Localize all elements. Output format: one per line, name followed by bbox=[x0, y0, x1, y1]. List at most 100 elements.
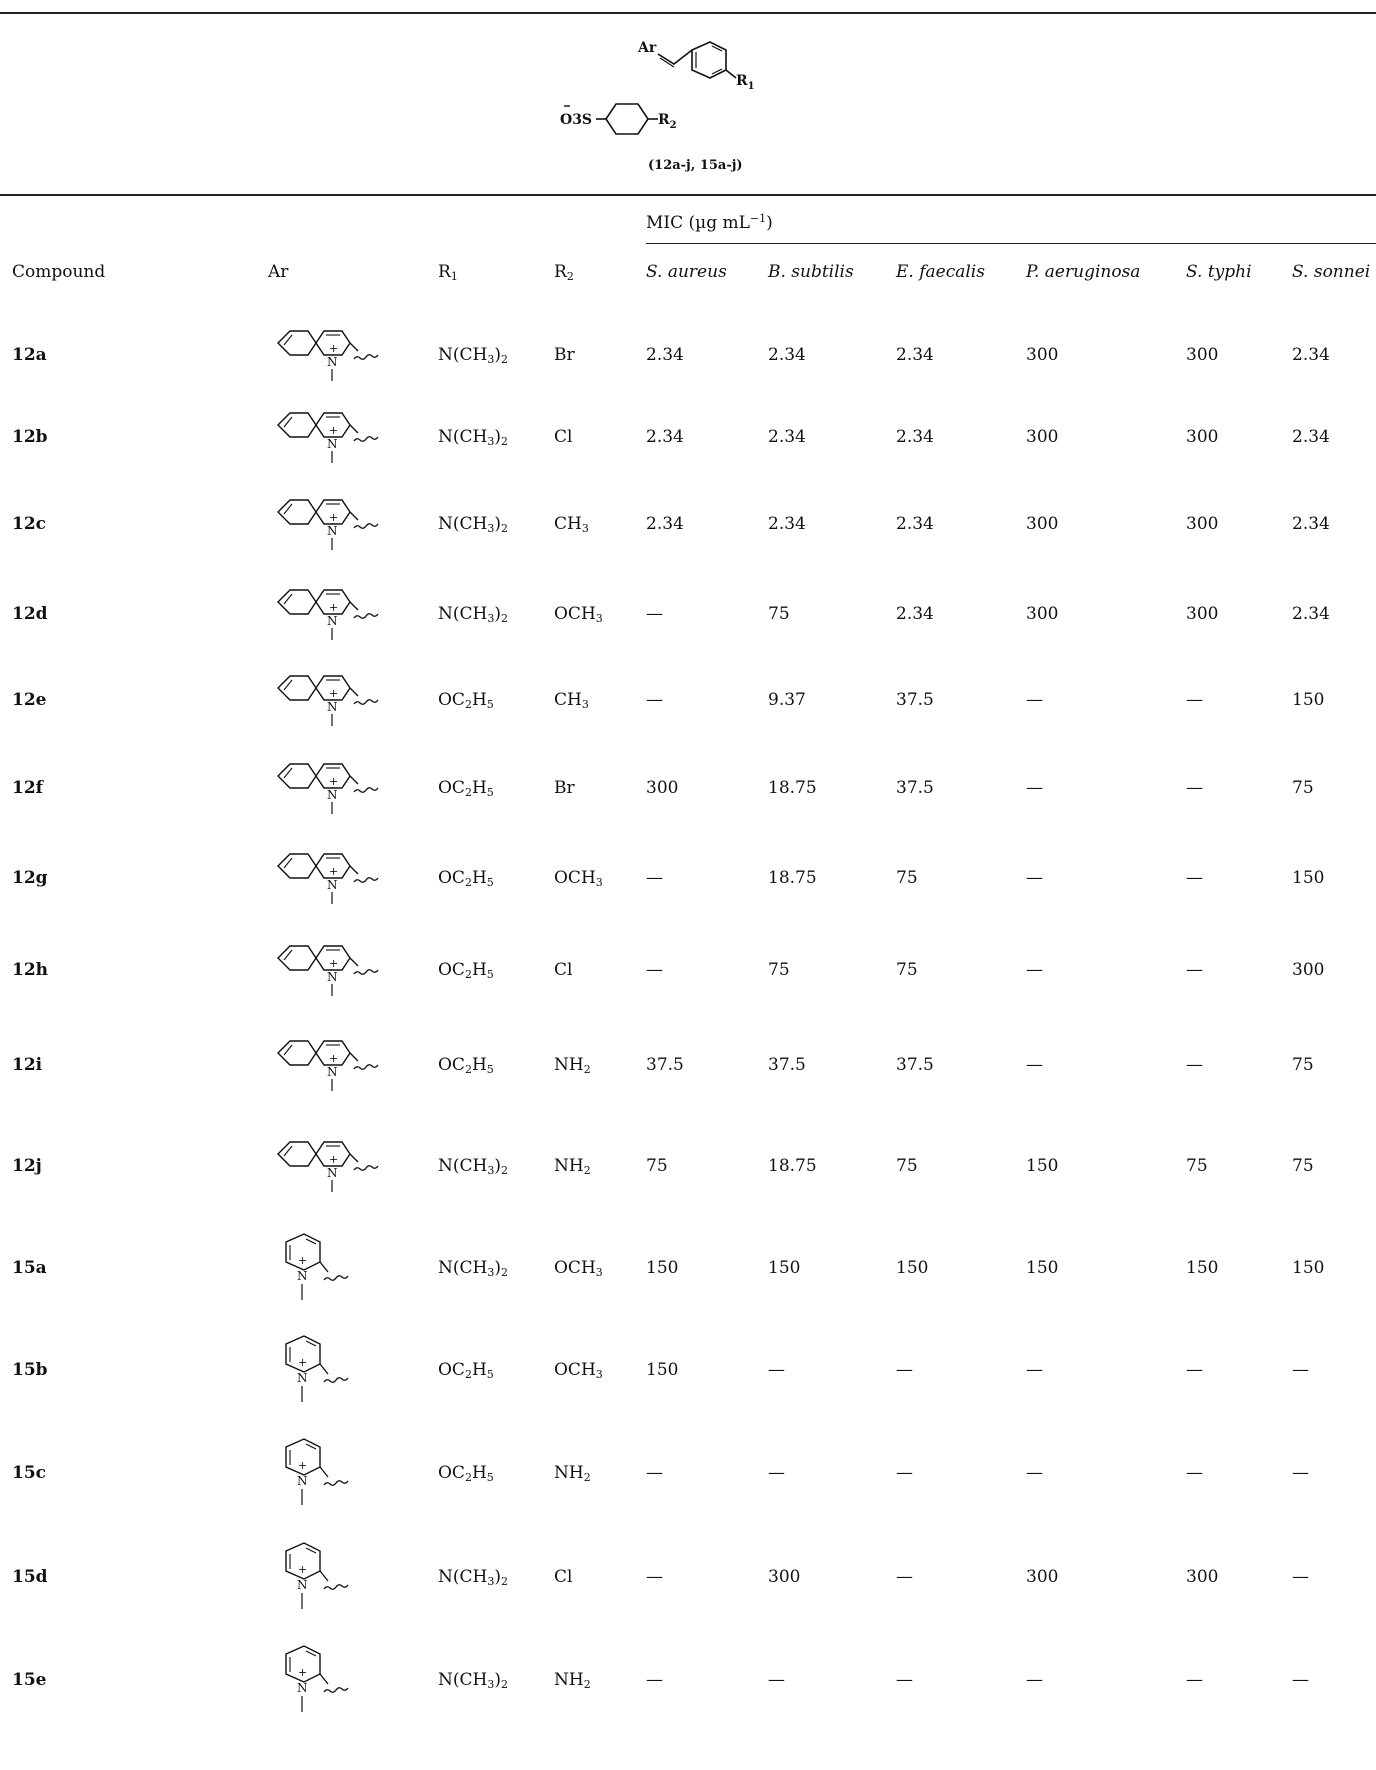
table-row: 15d + N N(CH3)2 Cl —300—300 300— bbox=[0, 1542, 1376, 1667]
col-header-ar: Ar bbox=[268, 262, 289, 282]
mic-suffix: ) bbox=[766, 213, 773, 233]
table-row: 12e + N OC2H5 CH3—9.37 37.5— —150 bbox=[0, 675, 1376, 790]
mic-value: — bbox=[1026, 1055, 1043, 1075]
mic-value: 2.34 bbox=[896, 345, 934, 365]
mic-value: 75 bbox=[896, 960, 918, 980]
mic-value: — bbox=[1026, 778, 1043, 798]
mic-value: 150 bbox=[1292, 1258, 1325, 1278]
mic-value: 2.34 bbox=[646, 427, 684, 447]
col-header-p-aeruginosa: P. aeruginosa bbox=[1026, 262, 1141, 282]
svg-text:N: N bbox=[327, 524, 338, 538]
r2-subscript: 2 bbox=[566, 270, 574, 283]
pyridinium-structure-icon: +N bbox=[285, 1233, 349, 1300]
table-row: 12g + N OC2H5 OCH3—18.75 75— —150 bbox=[0, 853, 1376, 968]
mic-value: — bbox=[1292, 1360, 1309, 1380]
mic-value: — bbox=[1186, 1670, 1203, 1690]
mic-value: 2.34 bbox=[768, 345, 806, 365]
mic-value: 75 bbox=[1186, 1156, 1208, 1176]
mic-value: — bbox=[1292, 1463, 1309, 1483]
mic-value: 75 bbox=[646, 1156, 668, 1176]
mic-value: 9.37 bbox=[768, 690, 806, 710]
quinolinium-structure-icon: +N bbox=[277, 1141, 379, 1192]
svg-text:N: N bbox=[327, 878, 338, 892]
svg-text:N: N bbox=[297, 1681, 308, 1695]
ar-structure: + N bbox=[268, 666, 388, 740]
compound-id: 12f bbox=[12, 778, 43, 798]
pyridinium-structure-icon: +N bbox=[285, 1645, 349, 1712]
mic-value: 2.34 bbox=[646, 514, 684, 534]
mic-value: 18.75 bbox=[768, 778, 817, 798]
table-row: 12c + N N(CH3)2 CH3 2.34 2.34 2.34 300 300 2.34 bbox=[0, 499, 1376, 614]
table-top-rule bbox=[0, 12, 1376, 14]
quinolinium-structure-icon: +N bbox=[277, 412, 379, 463]
mic-value: 2.34 bbox=[1292, 345, 1330, 365]
mic-value: 150 bbox=[768, 1258, 801, 1278]
header-top-rule bbox=[0, 194, 1376, 196]
svg-text:N: N bbox=[297, 1578, 308, 1592]
svg-text:N: N bbox=[327, 1166, 338, 1180]
ar-structure: + N bbox=[268, 754, 388, 828]
mic-value: 37.5 bbox=[896, 778, 934, 798]
mic-value: 300 bbox=[1186, 604, 1219, 624]
mic-value: — bbox=[768, 1670, 785, 1690]
mic-value: 37.5 bbox=[646, 1055, 684, 1075]
mic-value: — bbox=[1186, 868, 1203, 888]
mic-value: — bbox=[896, 1567, 913, 1587]
mic-value: — bbox=[896, 1360, 913, 1380]
mic-value: 75 bbox=[1292, 1055, 1314, 1075]
scheme-r2-label: R2 bbox=[658, 112, 677, 131]
table-row: 12i + N OC2H5 NH2 37.5 37.5 37.5 — — 75 bbox=[0, 1040, 1376, 1155]
mic-value: 150 bbox=[1292, 868, 1325, 888]
mic-value: 75 bbox=[768, 960, 790, 980]
col-header-r2: R2 bbox=[554, 262, 574, 283]
compound-id: 15a bbox=[12, 1258, 47, 1278]
mic-value: — bbox=[768, 1463, 785, 1483]
mic-value: — bbox=[646, 1567, 663, 1587]
r2-substituent: OCH3 bbox=[554, 604, 603, 625]
r2-substituent: Cl bbox=[554, 427, 573, 447]
mic-value: — bbox=[1026, 1463, 1043, 1483]
r2-substituent: NH2 bbox=[554, 1670, 591, 1691]
mic-value: — bbox=[768, 1360, 785, 1380]
ar-structure: + N bbox=[264, 1640, 364, 1724]
mic-value: — bbox=[1186, 778, 1203, 798]
mic-value: 150 bbox=[1292, 690, 1325, 710]
mic-value: 300 bbox=[1186, 345, 1219, 365]
col-header-compound: Compound bbox=[12, 262, 106, 282]
r1-substituent: OC2H5 bbox=[438, 868, 494, 889]
compound-id: 12i bbox=[12, 1055, 43, 1075]
svg-text:N: N bbox=[327, 437, 338, 451]
svg-text:N: N bbox=[297, 1269, 308, 1283]
mic-value: — bbox=[1026, 868, 1043, 888]
svg-text:+: + bbox=[329, 342, 338, 355]
r1-substituent: OC2H5 bbox=[438, 1463, 494, 1484]
compound-id: 15c bbox=[12, 1463, 47, 1483]
r1-substituent: N(CH3)2 bbox=[438, 1258, 508, 1279]
svg-text:N: N bbox=[327, 614, 338, 628]
mic-value: 2.34 bbox=[768, 514, 806, 534]
pyridinium-structure-icon: +N bbox=[285, 1335, 349, 1402]
table-row: 12b + N N(CH3)2 Cl 2.34 2.34 2.34 300 300 2.34 bbox=[0, 412, 1376, 527]
ar-structure: + N bbox=[268, 580, 388, 654]
col-header-s-typhi: S. typhi bbox=[1186, 262, 1252, 282]
mic-value: — bbox=[1026, 1360, 1043, 1380]
mic-value: — bbox=[1026, 960, 1043, 980]
mic-value: 150 bbox=[1026, 1156, 1059, 1176]
r1-substituent: N(CH3)2 bbox=[438, 604, 508, 625]
svg-text:+: + bbox=[329, 1153, 338, 1166]
mic-value: — bbox=[1026, 690, 1043, 710]
mic-value: 2.34 bbox=[768, 427, 806, 447]
r2-substituent: Br bbox=[554, 345, 575, 365]
r1-substituent: OC2H5 bbox=[438, 960, 494, 981]
mic-value: 18.75 bbox=[768, 868, 817, 888]
quinolinium-structure-icon: +N bbox=[277, 945, 379, 996]
r1-substituent: N(CH3)2 bbox=[438, 1670, 508, 1691]
mic-value: 2.34 bbox=[896, 604, 934, 624]
mic-value: 300 bbox=[1026, 427, 1059, 447]
table-row: 15e + N N(CH3)2 NH2— — — — — — bbox=[0, 1645, 1376, 1770]
col-header-e-faecalis: E. faecalis bbox=[896, 262, 985, 282]
svg-text:+: + bbox=[329, 865, 338, 878]
mic-value: 2.34 bbox=[1292, 427, 1330, 447]
mic-value: 300 bbox=[1186, 1567, 1219, 1587]
mic-value: 18.75 bbox=[768, 1156, 817, 1176]
